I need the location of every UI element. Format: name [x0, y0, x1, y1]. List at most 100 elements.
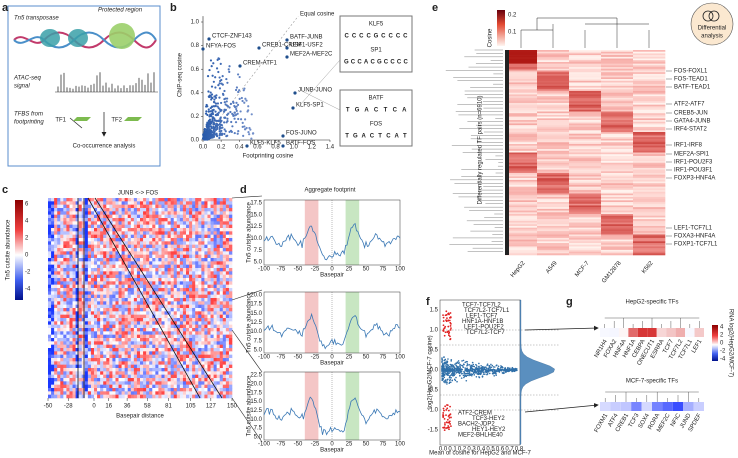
cell [87, 324, 92, 329]
cell [633, 55, 666, 58]
cell [118, 318, 122, 322]
cell [90, 251, 95, 255]
cell [72, 248, 76, 252]
cell [133, 358, 138, 362]
cell [204, 198, 208, 202]
cell [210, 258, 214, 262]
cell [170, 254, 175, 259]
cell [505, 231, 538, 234]
dot [212, 131, 216, 134]
cell [198, 258, 202, 262]
cell [505, 208, 538, 211]
cell [81, 251, 86, 255]
cell [167, 384, 171, 389]
cell [103, 218, 107, 222]
cell [179, 351, 184, 355]
annotation: Equal cosine [300, 12, 335, 18]
cell [167, 354, 171, 359]
cell [195, 268, 199, 272]
cell [164, 361, 168, 365]
cell [192, 311, 196, 315]
cell [216, 198, 221, 202]
cell [192, 258, 196, 262]
cell [537, 55, 570, 58]
cell [158, 271, 162, 275]
cell [155, 298, 159, 302]
cell [152, 344, 156, 349]
cell [182, 274, 187, 279]
cell [225, 224, 230, 229]
cell [222, 341, 227, 345]
cell [179, 281, 184, 285]
cell [505, 87, 538, 90]
cell [161, 348, 165, 352]
cell [118, 301, 122, 305]
annotation: TF1 [55, 118, 66, 124]
dot [281, 134, 285, 138]
cell [97, 328, 101, 332]
cell [601, 150, 634, 153]
cell [133, 238, 138, 242]
cell [66, 281, 70, 285]
cell [97, 248, 101, 252]
cell [109, 204, 113, 209]
cell [57, 351, 61, 355]
cell [173, 338, 178, 342]
cell [143, 211, 147, 215]
cell [537, 225, 570, 228]
cell [75, 304, 79, 309]
dot [218, 96, 221, 99]
cell [152, 284, 156, 289]
cell [505, 101, 538, 104]
cell [97, 254, 101, 259]
cell [136, 388, 141, 392]
cell [112, 344, 116, 349]
cell [152, 241, 156, 245]
cell [143, 341, 147, 345]
cell [537, 61, 570, 64]
cell [216, 384, 221, 389]
cell [72, 388, 76, 392]
cell [57, 368, 61, 372]
cell [505, 195, 538, 198]
cell [94, 258, 98, 262]
cell [505, 116, 538, 119]
cell [66, 218, 70, 222]
dot [214, 126, 217, 129]
cell [213, 238, 217, 242]
cell [87, 358, 92, 362]
cell [161, 384, 165, 389]
dot [232, 113, 235, 117]
cell [127, 304, 132, 309]
cell [569, 68, 602, 71]
cell [143, 291, 147, 295]
cell [133, 294, 138, 299]
cell [60, 341, 64, 345]
cell [121, 264, 125, 269]
cell [210, 201, 214, 205]
cell [115, 251, 119, 255]
dot [238, 89, 241, 92]
cell [228, 301, 233, 305]
cell [90, 224, 95, 229]
cell [198, 248, 202, 252]
cell [124, 208, 129, 212]
cell [60, 218, 64, 222]
cell [54, 271, 58, 275]
cell [537, 253, 570, 256]
cell [210, 288, 214, 292]
dot [207, 121, 211, 125]
cell [66, 331, 70, 335]
cell [106, 258, 110, 262]
cell [115, 274, 119, 279]
cell [57, 321, 61, 325]
cell [48, 394, 52, 399]
cell [130, 391, 135, 395]
annotation: TF2 [111, 118, 122, 124]
cell [136, 378, 141, 382]
cell [130, 294, 135, 299]
cell [569, 157, 602, 160]
cell [569, 237, 602, 240]
cell [60, 348, 64, 352]
cell [204, 234, 208, 239]
